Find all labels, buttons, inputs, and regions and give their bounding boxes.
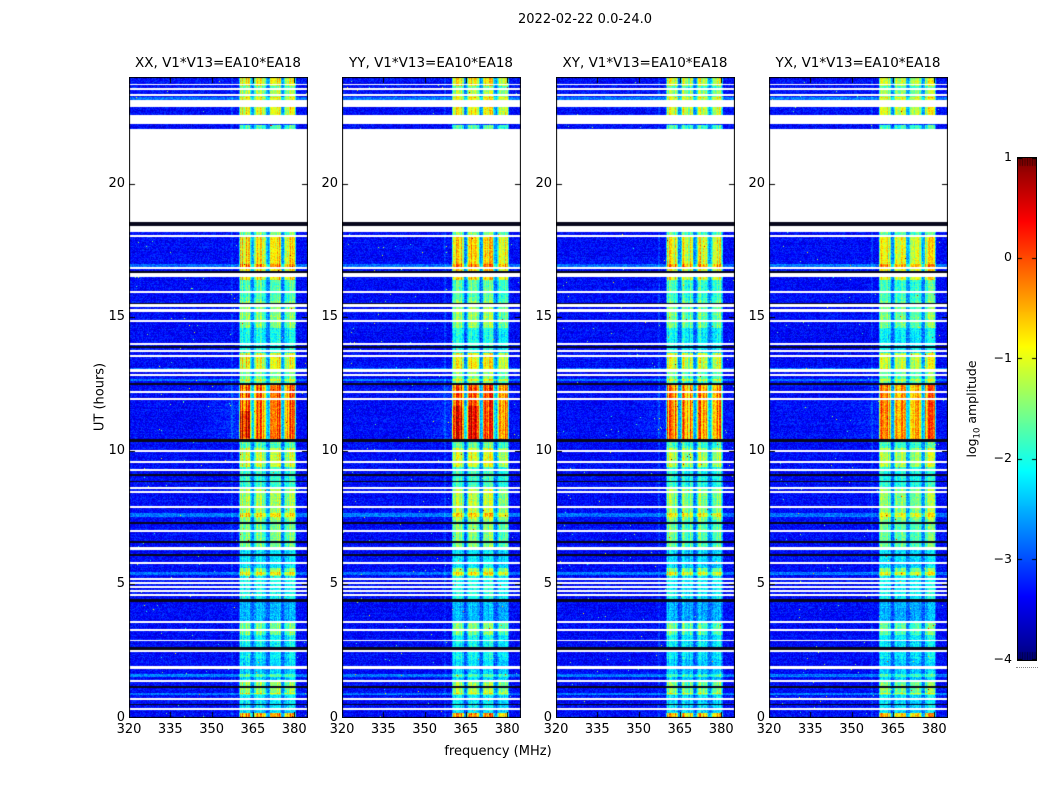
x-axis-label: frequency (MHz) xyxy=(444,744,552,759)
colorbar-extend-dots xyxy=(1016,667,1038,668)
y-tick-label: 0 xyxy=(116,710,125,725)
panel-title-yy: YY, V1*V13=EA10*EA18 xyxy=(348,55,514,71)
x-tick-label: 365 xyxy=(667,722,693,737)
x-tick-label: 320 xyxy=(116,722,142,737)
y-tick-label: 10 xyxy=(748,442,765,458)
x-tick-label: 380 xyxy=(921,722,947,737)
x-tick-label: 335 xyxy=(797,722,823,737)
y-tick-label: 20 xyxy=(108,175,125,191)
colorbar-tick-label: −2 xyxy=(993,450,1012,466)
x-tick-label: 320 xyxy=(756,722,782,737)
x-tick-label: 350 xyxy=(199,722,225,737)
colorbar-tick-label: −3 xyxy=(993,550,1012,566)
y-tick-label: 15 xyxy=(108,309,125,325)
y-tick-label: 0 xyxy=(756,710,765,725)
x-tick-label: 365 xyxy=(240,722,266,737)
y-tick-label: 20 xyxy=(748,175,765,191)
panel-title-xy: XY, V1*V13=EA10*EA18 xyxy=(562,55,728,71)
colorbar-label: log10 amplitude xyxy=(963,360,983,458)
y-tick-label: 20 xyxy=(535,175,552,191)
y-tick-label: 5 xyxy=(329,576,338,592)
x-tick-label: 380 xyxy=(281,722,307,737)
x-tick-label: 380 xyxy=(708,722,734,737)
y-tick-label: 5 xyxy=(756,576,765,592)
y-tick-label: 20 xyxy=(321,175,338,191)
x-tick-label: 365 xyxy=(453,722,479,737)
x-tick-label: 350 xyxy=(412,722,438,737)
heatmap-panel-yy xyxy=(342,77,521,718)
y-tick-label: 10 xyxy=(535,442,552,458)
colorbar-tick-label: −1 xyxy=(993,349,1012,365)
x-tick-label: 380 xyxy=(494,722,520,737)
x-tick-label: 365 xyxy=(880,722,906,737)
colorbar-tick-label: 0 xyxy=(1004,249,1012,265)
heatmap-panel-xy xyxy=(556,77,735,718)
y-tick-label: 0 xyxy=(329,710,338,725)
panel-title-xx: XX, V1*V13=EA10*EA18 xyxy=(134,55,302,71)
x-tick-label: 320 xyxy=(329,722,355,737)
y-tick-label: 5 xyxy=(543,576,552,592)
y-axis-label: UT (hours) xyxy=(92,362,108,432)
y-tick-label: 10 xyxy=(108,442,125,458)
y-tick-label: 10 xyxy=(321,442,338,458)
y-tick-label: 0 xyxy=(543,710,552,725)
y-tick-label: 15 xyxy=(748,309,765,325)
panel-title-yx: YX, V1*V13=EA10*EA18 xyxy=(775,55,941,71)
x-tick-label: 335 xyxy=(584,722,610,737)
x-tick-label: 350 xyxy=(626,722,652,737)
y-tick-label: 15 xyxy=(535,309,552,325)
x-tick-label: 335 xyxy=(157,722,183,737)
x-tick-label: 335 xyxy=(370,722,396,737)
heatmap-panel-yx xyxy=(769,77,948,718)
colorbar-gradient xyxy=(1017,157,1037,661)
y-tick-label: 5 xyxy=(116,576,125,592)
colorbar-tick-label: −4 xyxy=(993,651,1012,666)
heatmap-panel-xx xyxy=(129,77,308,718)
colorbar-tick-label: 1 xyxy=(1004,149,1012,164)
y-tick-label: 15 xyxy=(321,309,338,325)
figure-title: 2022-02-22 0.0-24.0 xyxy=(518,12,652,27)
x-tick-label: 350 xyxy=(839,722,865,737)
x-tick-label: 320 xyxy=(543,722,569,737)
